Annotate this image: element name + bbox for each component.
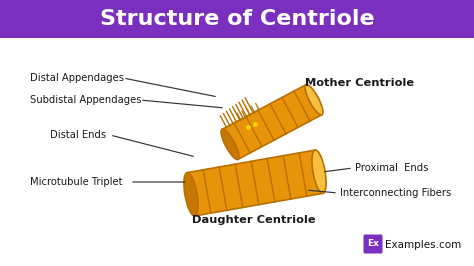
Polygon shape: [222, 85, 322, 159]
Text: Examples.com: Examples.com: [385, 239, 461, 250]
Text: Proximal  Ends: Proximal Ends: [355, 163, 428, 173]
Bar: [0, 0, 474, 38]
Ellipse shape: [184, 173, 198, 216]
Text: Subdistal Appendages: Subdistal Appendages: [30, 95, 142, 105]
Text: Interconnecting Fibers: Interconnecting Fibers: [340, 188, 451, 198]
Text: Ex: Ex: [367, 239, 379, 248]
Ellipse shape: [221, 129, 239, 160]
Ellipse shape: [305, 85, 323, 115]
Text: Distal Appendages: Distal Appendages: [30, 73, 124, 83]
Polygon shape: [187, 150, 323, 216]
Ellipse shape: [312, 150, 326, 193]
Text: Microtubule Triplet: Microtubule Triplet: [30, 177, 122, 187]
Text: Distal Ends: Distal Ends: [50, 130, 106, 140]
Text: Daughter Centriole: Daughter Centriole: [192, 215, 316, 225]
FancyBboxPatch shape: [364, 235, 383, 253]
Text: Mother Centriole: Mother Centriole: [305, 78, 414, 88]
Text: Structure of Centriole: Structure of Centriole: [100, 9, 374, 29]
